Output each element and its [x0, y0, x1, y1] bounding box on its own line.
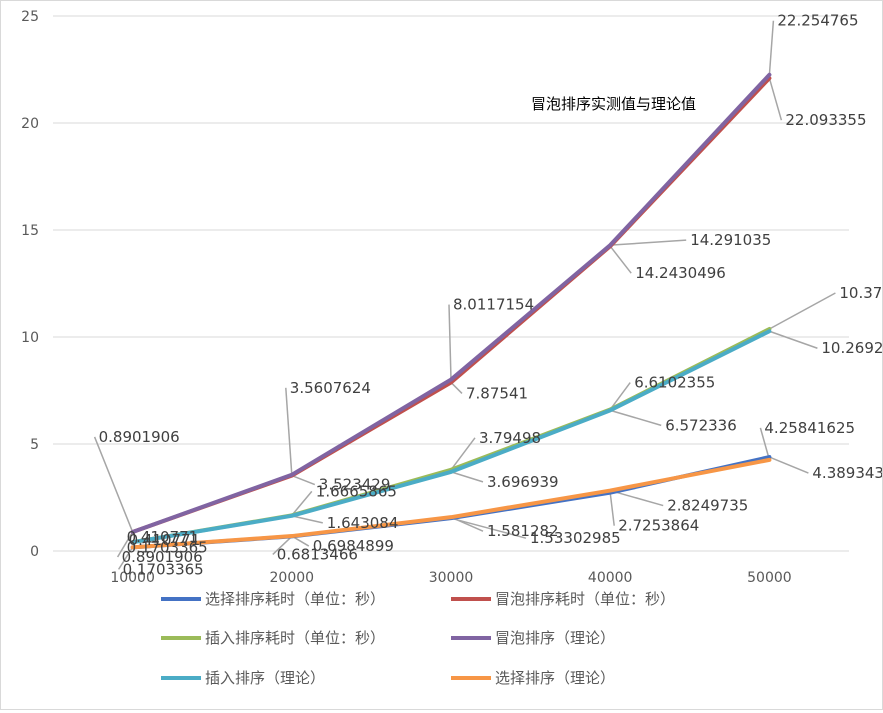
data-label-leader — [609, 489, 664, 507]
data-label-leader — [291, 490, 313, 516]
data-label: 8.0117154 — [453, 296, 534, 314]
data-label: 1.581282 — [487, 522, 559, 540]
data-label: 6.6102355 — [634, 374, 715, 392]
data-label-leader — [93, 436, 134, 533]
data-label: 14.291035 — [690, 231, 771, 249]
legend-label: 选择排序（理论） — [495, 669, 615, 687]
data-label-leader — [610, 239, 687, 246]
y-tick-label: 25 — [21, 9, 39, 25]
data-label-leader — [768, 20, 775, 75]
chart-annotation: 冒泡排序实测值与理论值 — [531, 95, 696, 113]
series-line — [130, 76, 772, 534]
x-tick-label: 10000 — [110, 570, 155, 586]
x-tick-label: 40000 — [588, 570, 633, 586]
data-label: 6.572336 — [665, 416, 737, 434]
legend-label: 插入排序（理论） — [205, 669, 325, 687]
data-label-leader — [609, 409, 662, 427]
data-label: 0.410771 — [129, 531, 201, 549]
data-label: 1.643084 — [327, 514, 399, 532]
legend-label: 冒泡排序耗时（单位：秒） — [495, 590, 675, 608]
data-label: 14.2430496 — [635, 264, 726, 282]
data-label: 4.389343 — [812, 464, 882, 482]
data-label-leader — [116, 531, 134, 558]
data-label-leader — [769, 456, 809, 474]
data-label: 0.1703365 — [123, 560, 204, 578]
data-label: 22.254765 — [777, 12, 858, 30]
data-label-leader — [272, 535, 293, 555]
data-label: 10.269275 — [821, 339, 882, 357]
x-tick-label: 20000 — [270, 570, 315, 586]
data-label: 22.093355 — [785, 111, 866, 129]
data-label-leader — [450, 471, 484, 483]
data-label: 0.1703365 — [127, 538, 208, 556]
data-label: 3.696939 — [487, 473, 559, 491]
data-label: 1.6665865 — [316, 482, 397, 500]
data-label: 2.7253864 — [618, 517, 699, 535]
data-label-leader — [291, 515, 323, 524]
data-label: 0.8901906 — [99, 428, 180, 446]
data-label: 4.25841625 — [764, 419, 855, 437]
data-label: 0.6813466 — [277, 545, 358, 563]
data-label-leader — [285, 387, 293, 475]
data-label: 7.87541 — [466, 384, 528, 402]
data-label-leader — [768, 77, 783, 121]
x-tick-label: 50000 — [747, 570, 792, 586]
data-label: 3.79498 — [479, 429, 541, 447]
data-label: 2.8249735 — [667, 497, 748, 515]
data-label-leader — [291, 474, 316, 486]
gridlines — [53, 15, 849, 552]
legend: 选择排序耗时（单位：秒） 冒泡排序耗时（单位：秒） 插入排序耗时（单位：秒） 冒泡排序… — [161, 590, 675, 687]
data-label-leader — [769, 292, 836, 330]
data-label-leader — [609, 245, 632, 274]
legend-label: 选择排序耗时（单位：秒） — [205, 590, 385, 608]
data-label-leader — [450, 437, 476, 471]
y-tick-label: 10 — [21, 330, 39, 346]
series-line — [130, 457, 772, 550]
y-axis-ticks: 0 5 10 15 20 25 — [21, 9, 39, 560]
data-label-leader — [609, 382, 631, 410]
data-label: 3.5607624 — [290, 379, 371, 397]
data-label-leader — [769, 330, 818, 349]
data-label-leader — [609, 492, 615, 526]
x-tick-label: 30000 — [429, 570, 474, 586]
data-label-leader — [450, 381, 463, 394]
data-label-leader — [759, 427, 771, 461]
data-label-leader — [448, 304, 452, 380]
data-label-leader — [450, 516, 484, 532]
data-label-leader — [117, 546, 134, 570]
data-label-leaders — [93, 20, 836, 570]
legend-label: 冒泡排序（理论） — [495, 629, 615, 647]
series-line — [130, 329, 772, 545]
data-label: 3.523429 — [319, 476, 391, 494]
data-label: 0.6984899 — [313, 537, 394, 555]
y-tick-label: 15 — [21, 223, 39, 239]
data-label-leader — [450, 517, 527, 539]
series-line — [130, 72, 772, 534]
data-label: 0.8901906 — [122, 548, 203, 566]
data-label: 1.53302985 — [530, 529, 621, 547]
y-tick-label: 0 — [30, 544, 39, 560]
legend-label: 插入排序耗时（单位：秒） — [205, 629, 385, 647]
y-tick-label: 20 — [21, 116, 39, 132]
series-lines — [130, 72, 772, 550]
data-label: 0.410771 — [127, 528, 199, 546]
data-label: 10.3750545 — [839, 284, 882, 302]
y-tick-label: 5 — [30, 437, 39, 453]
x-axis-ticks: 10000 20000 30000 40000 50000 — [110, 570, 791, 586]
